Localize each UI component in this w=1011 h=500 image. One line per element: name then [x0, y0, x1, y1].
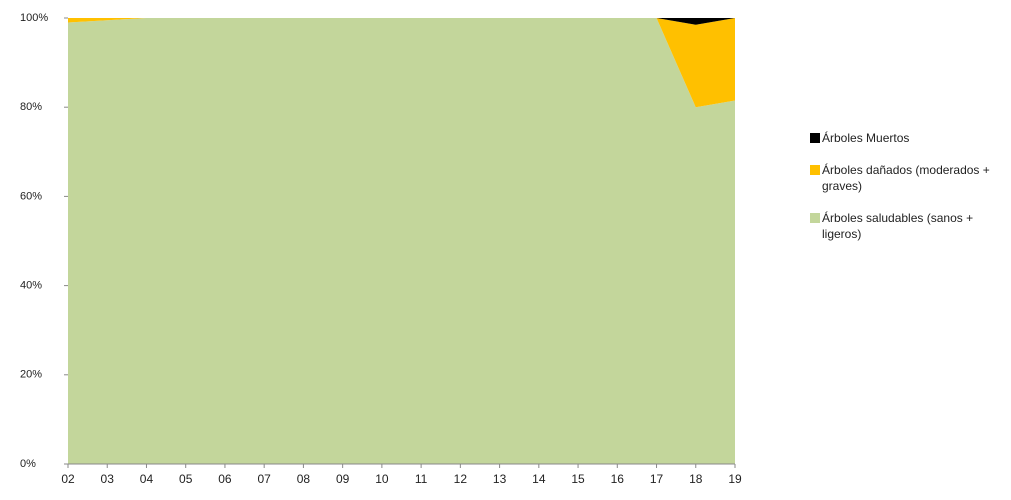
y-tick-label: 40% [20, 280, 42, 292]
x-tick-label: 08 [297, 472, 311, 486]
y-tick-label: 80% [20, 101, 42, 113]
x-tick-label: 05 [179, 472, 193, 486]
x-tick-label: 10 [375, 472, 389, 486]
y-tick-label: 60% [20, 190, 42, 202]
legend-item: Árboles dañados (moderados + graves) [810, 162, 1000, 194]
x-tick-label: 16 [611, 472, 625, 486]
x-tick-label: 06 [218, 472, 232, 486]
x-tick-label: 11 [415, 472, 428, 486]
legend-item: Árboles Muertos [810, 130, 1000, 146]
legend: Árboles Muertos Árboles dañados (moderado… [810, 130, 1000, 258]
legend-label: Árboles dañados (moderados + graves) [822, 163, 990, 193]
x-tick-label: 13 [493, 472, 507, 486]
legend-swatch [810, 213, 820, 223]
legend-swatch [810, 133, 820, 143]
x-tick-label: 07 [257, 472, 271, 486]
y-tick-label: 100% [20, 12, 48, 24]
x-tick-label: 04 [140, 472, 154, 486]
y-tick-label: 0% [20, 458, 36, 470]
x-tick-label: 14 [532, 472, 546, 486]
area [68, 18, 735, 464]
legend-item: Árboles saludables (sanos + ligeros) [810, 210, 1000, 242]
area [68, 18, 735, 108]
legend-swatch [810, 165, 820, 175]
legend-label: Árboles Muertos [822, 131, 910, 145]
y-tick-label: 20% [20, 369, 42, 381]
x-tick-label: 03 [101, 472, 115, 486]
x-tick-label: 02 [61, 472, 75, 486]
x-tick-label: 12 [454, 472, 468, 486]
x-tick-label: 09 [336, 472, 350, 486]
x-tick-label: 15 [571, 472, 585, 486]
area [68, 18, 735, 25]
x-tick-label: 18 [689, 472, 703, 486]
chart: 0% 20% 40% 60% 80% 100% 02 03 04 05 06 07 08 09 10 11 12… [20, 12, 742, 486]
x-tick-label: 17 [650, 472, 664, 486]
x-tick-label: 19 [728, 472, 742, 486]
legend-label: Árboles saludables (sanos + ligeros) [822, 211, 974, 241]
